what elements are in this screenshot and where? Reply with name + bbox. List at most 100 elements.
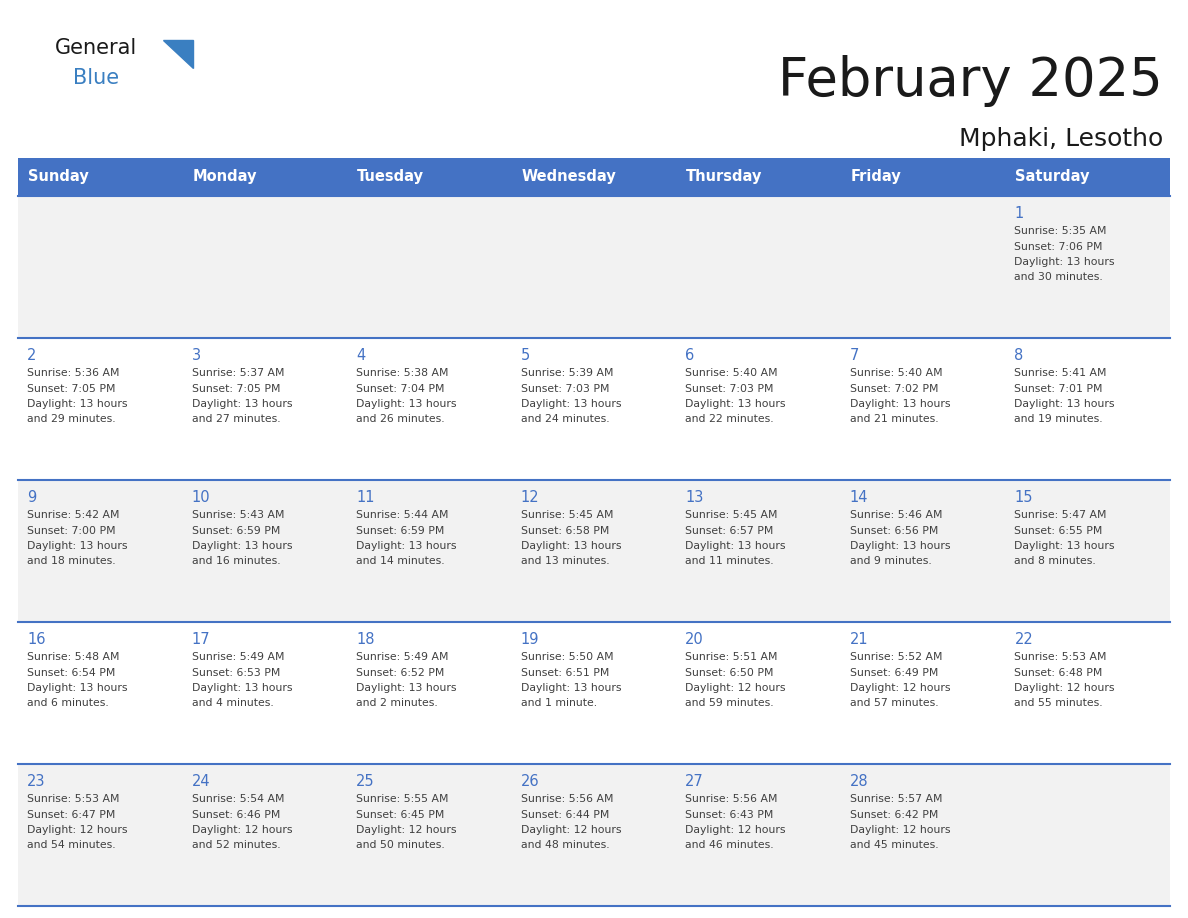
Text: Sunset: 6:59 PM: Sunset: 6:59 PM [191, 525, 280, 535]
Text: Sunset: 7:00 PM: Sunset: 7:00 PM [27, 525, 115, 535]
Text: Daylight: 12 hours: Daylight: 12 hours [27, 825, 127, 835]
Text: Sunset: 6:46 PM: Sunset: 6:46 PM [191, 810, 280, 820]
Text: Sunrise: 5:49 AM: Sunrise: 5:49 AM [356, 652, 449, 662]
Text: Daylight: 12 hours: Daylight: 12 hours [191, 825, 292, 835]
Text: Sunset: 6:55 PM: Sunset: 6:55 PM [1015, 525, 1102, 535]
Text: Daylight: 13 hours: Daylight: 13 hours [849, 541, 950, 551]
Text: 27: 27 [685, 774, 704, 789]
Bar [18, 158, 1170, 196]
Text: and 18 minutes.: and 18 minutes. [27, 556, 115, 566]
Text: Sunrise: 5:46 AM: Sunrise: 5:46 AM [849, 510, 942, 520]
Text: and 59 minutes.: and 59 minutes. [685, 699, 773, 709]
Text: Mphaki, Lesotho: Mphaki, Lesotho [959, 127, 1163, 151]
Text: Sunrise: 5:56 AM: Sunrise: 5:56 AM [685, 794, 778, 804]
Text: Daylight: 12 hours: Daylight: 12 hours [849, 683, 950, 693]
Text: Daylight: 12 hours: Daylight: 12 hours [685, 825, 785, 835]
Text: 23: 23 [27, 774, 45, 789]
Text: 4: 4 [356, 348, 366, 363]
Text: and 16 minutes.: and 16 minutes. [191, 556, 280, 566]
Text: and 55 minutes.: and 55 minutes. [1015, 699, 1102, 709]
Text: Daylight: 13 hours: Daylight: 13 hours [520, 399, 621, 409]
Text: and 2 minutes.: and 2 minutes. [356, 699, 438, 709]
Text: Wednesday: Wednesday [522, 170, 617, 185]
Text: 28: 28 [849, 774, 868, 789]
Text: and 48 minutes.: and 48 minutes. [520, 841, 609, 850]
Text: Daylight: 13 hours: Daylight: 13 hours [1015, 541, 1114, 551]
Text: Sunset: 6:52 PM: Sunset: 6:52 PM [356, 667, 444, 677]
Text: Sunset: 6:57 PM: Sunset: 6:57 PM [685, 525, 773, 535]
Text: Sunrise: 5:40 AM: Sunrise: 5:40 AM [849, 368, 942, 378]
Text: 3: 3 [191, 348, 201, 363]
Text: Sunrise: 5:39 AM: Sunrise: 5:39 AM [520, 368, 613, 378]
Text: 25: 25 [356, 774, 374, 789]
Text: 13: 13 [685, 490, 703, 505]
Text: Sunrise: 5:45 AM: Sunrise: 5:45 AM [685, 510, 778, 520]
Text: Daylight: 13 hours: Daylight: 13 hours [356, 541, 456, 551]
Text: 26: 26 [520, 774, 539, 789]
Polygon shape [163, 40, 192, 68]
Text: 19: 19 [520, 632, 539, 647]
Text: Sunrise: 5:43 AM: Sunrise: 5:43 AM [191, 510, 284, 520]
Text: Daylight: 13 hours: Daylight: 13 hours [27, 683, 127, 693]
Text: Sunrise: 5:50 AM: Sunrise: 5:50 AM [520, 652, 613, 662]
Text: Sunrise: 5:53 AM: Sunrise: 5:53 AM [1015, 652, 1107, 662]
Text: 6: 6 [685, 348, 695, 363]
Text: Sunset: 7:03 PM: Sunset: 7:03 PM [685, 384, 773, 394]
Text: Sunset: 6:59 PM: Sunset: 6:59 PM [356, 525, 444, 535]
Text: Sunset: 7:05 PM: Sunset: 7:05 PM [191, 384, 280, 394]
Text: Sunrise: 5:48 AM: Sunrise: 5:48 AM [27, 652, 120, 662]
Text: and 45 minutes.: and 45 minutes. [849, 841, 939, 850]
Text: 22: 22 [1015, 632, 1034, 647]
Text: Sunset: 7:04 PM: Sunset: 7:04 PM [356, 384, 444, 394]
Text: 15: 15 [1015, 490, 1032, 505]
Text: and 57 minutes.: and 57 minutes. [849, 699, 939, 709]
Text: Daylight: 13 hours: Daylight: 13 hours [685, 541, 785, 551]
Text: and 9 minutes.: and 9 minutes. [849, 556, 931, 566]
Text: 18: 18 [356, 632, 374, 647]
Text: 20: 20 [685, 632, 704, 647]
Text: Tuesday: Tuesday [358, 170, 424, 185]
Text: Sunrise: 5:52 AM: Sunrise: 5:52 AM [849, 652, 942, 662]
Text: Sunset: 7:01 PM: Sunset: 7:01 PM [1015, 384, 1102, 394]
Text: and 1 minute.: and 1 minute. [520, 699, 596, 709]
Text: Daylight: 13 hours: Daylight: 13 hours [356, 399, 456, 409]
Bar [18, 764, 1170, 906]
Text: Daylight: 13 hours: Daylight: 13 hours [191, 399, 292, 409]
Text: Daylight: 13 hours: Daylight: 13 hours [191, 683, 292, 693]
Text: 21: 21 [849, 632, 868, 647]
Text: Sunset: 7:06 PM: Sunset: 7:06 PM [1015, 241, 1102, 252]
Text: 16: 16 [27, 632, 45, 647]
Text: Sunrise: 5:54 AM: Sunrise: 5:54 AM [191, 794, 284, 804]
Text: Daylight: 13 hours: Daylight: 13 hours [685, 399, 785, 409]
Text: and 46 minutes.: and 46 minutes. [685, 841, 773, 850]
Text: Daylight: 13 hours: Daylight: 13 hours [849, 399, 950, 409]
Text: Sunset: 6:47 PM: Sunset: 6:47 PM [27, 810, 115, 820]
Text: and 29 minutes.: and 29 minutes. [27, 415, 115, 424]
Text: Thursday: Thursday [687, 170, 763, 185]
Text: and 54 minutes.: and 54 minutes. [27, 841, 115, 850]
Text: Sunrise: 5:53 AM: Sunrise: 5:53 AM [27, 794, 120, 804]
Text: and 52 minutes.: and 52 minutes. [191, 841, 280, 850]
Text: Sunset: 7:05 PM: Sunset: 7:05 PM [27, 384, 115, 394]
Text: Daylight: 13 hours: Daylight: 13 hours [191, 541, 292, 551]
Text: Sunrise: 5:49 AM: Sunrise: 5:49 AM [191, 652, 284, 662]
Text: Saturday: Saturday [1016, 170, 1089, 185]
Text: Daylight: 12 hours: Daylight: 12 hours [1015, 683, 1114, 693]
Text: and 26 minutes.: and 26 minutes. [356, 415, 444, 424]
Text: 10: 10 [191, 490, 210, 505]
Text: Blue: Blue [72, 68, 119, 88]
Text: Daylight: 13 hours: Daylight: 13 hours [27, 541, 127, 551]
Bar [18, 622, 1170, 764]
Text: and 8 minutes.: and 8 minutes. [1015, 556, 1097, 566]
Text: 9: 9 [27, 490, 37, 505]
Text: 5: 5 [520, 348, 530, 363]
Text: 8: 8 [1015, 348, 1024, 363]
Text: and 14 minutes.: and 14 minutes. [356, 556, 444, 566]
Text: Sunset: 6:54 PM: Sunset: 6:54 PM [27, 667, 115, 677]
Text: and 27 minutes.: and 27 minutes. [191, 415, 280, 424]
Text: Daylight: 12 hours: Daylight: 12 hours [685, 683, 785, 693]
Text: Sunrise: 5:57 AM: Sunrise: 5:57 AM [849, 794, 942, 804]
Text: Sunrise: 5:44 AM: Sunrise: 5:44 AM [356, 510, 449, 520]
Text: Sunrise: 5:38 AM: Sunrise: 5:38 AM [356, 368, 449, 378]
Text: Daylight: 13 hours: Daylight: 13 hours [520, 541, 621, 551]
